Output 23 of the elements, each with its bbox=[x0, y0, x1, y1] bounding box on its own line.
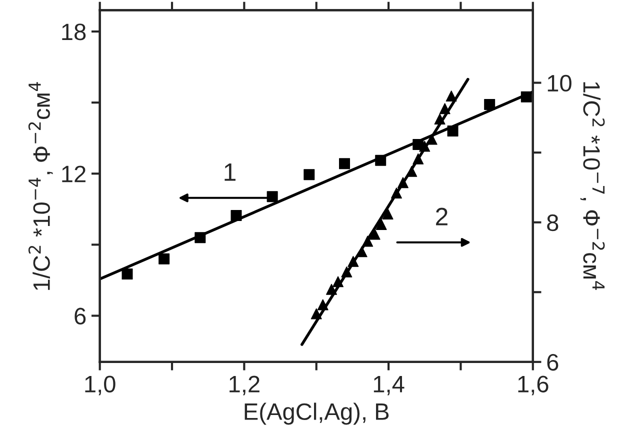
annotation: 1 bbox=[224, 164, 236, 181]
point bbox=[158, 253, 170, 264]
y-tick-label: 6 bbox=[74, 308, 86, 325]
y2-tick-label: 6 bbox=[547, 354, 558, 371]
point bbox=[122, 268, 133, 280]
x-axis-title: E(AgCl,Ag), B bbox=[244, 402, 389, 425]
x-tick-label: 1,2 bbox=[230, 376, 260, 396]
y2-tick-label: 8 bbox=[547, 214, 558, 232]
point bbox=[382, 208, 394, 220]
y-tick-label: 12 bbox=[62, 166, 86, 182]
y2-tick-label: 10 bbox=[548, 74, 572, 92]
x-tick-label: 1,4 bbox=[374, 376, 404, 396]
y-axis-title: 1/C$^{2}$ *10$^{−4}$, Ф$^{−2}$см$^{4}$ bbox=[28, 82, 53, 290]
x-tick-label: 1,6 bbox=[518, 376, 548, 396]
point bbox=[484, 98, 496, 110]
point bbox=[304, 169, 315, 180]
point bbox=[376, 218, 387, 230]
annotation: 2 bbox=[436, 208, 448, 226]
y-tick-label: 18 bbox=[62, 24, 86, 40]
point bbox=[339, 158, 350, 170]
y2-axis-title: 1/C$^{2}$ *10$^{−7}$, Ф$^{−2}$см$^{4}$ bbox=[580, 82, 605, 290]
point bbox=[266, 191, 278, 202]
x-tick-label: 1,0 bbox=[85, 376, 116, 396]
